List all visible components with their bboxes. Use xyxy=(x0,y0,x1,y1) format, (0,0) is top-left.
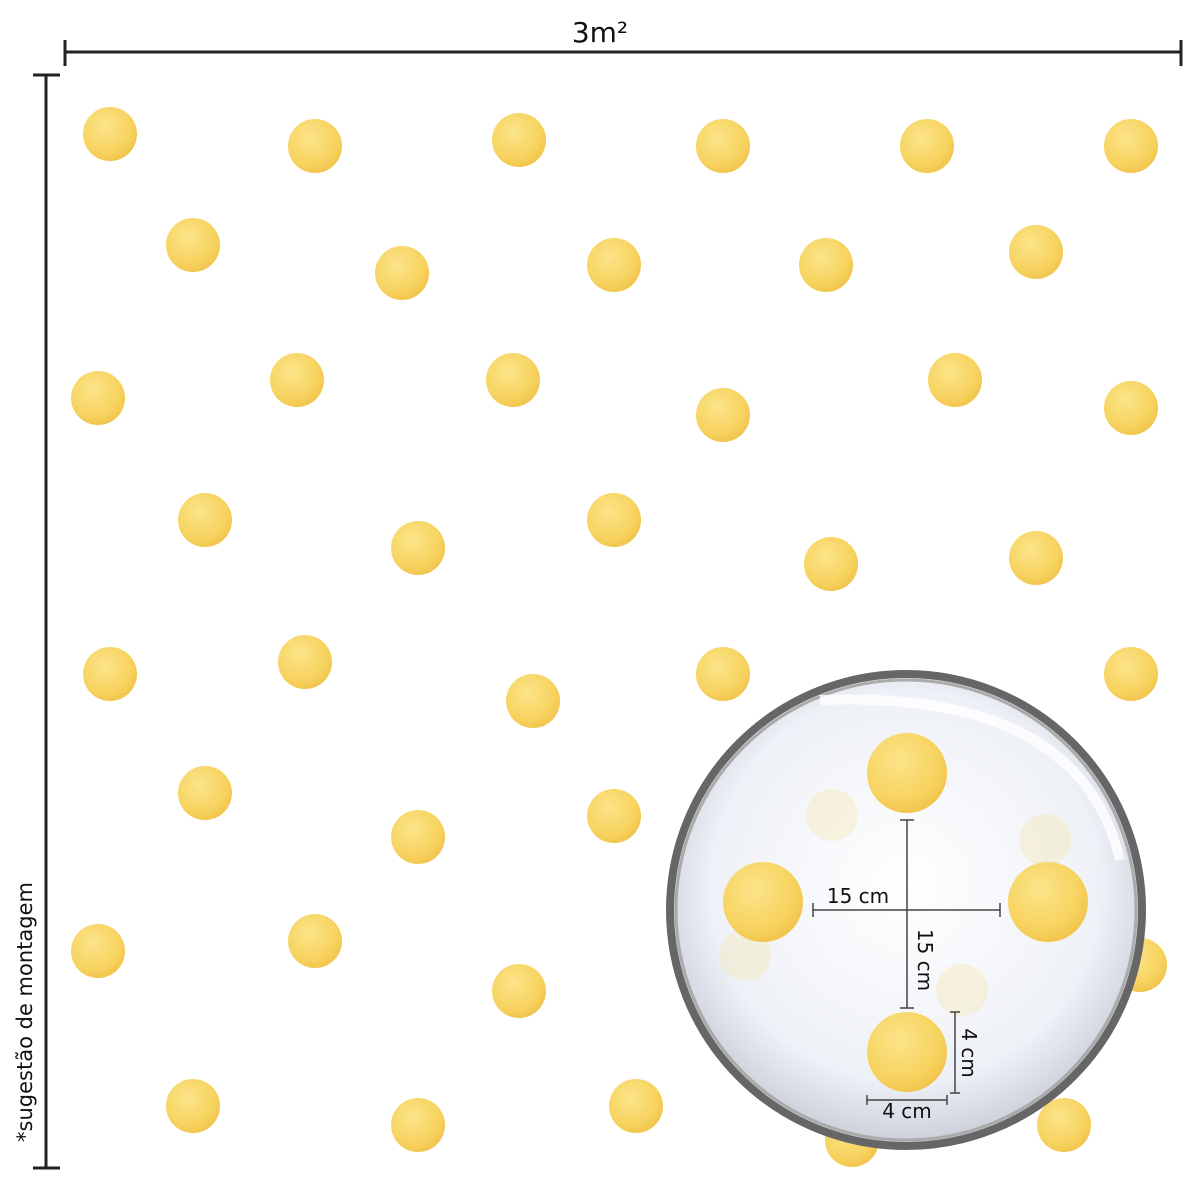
dot xyxy=(1009,225,1063,279)
dot xyxy=(587,493,641,547)
dot xyxy=(587,789,641,843)
top-dimension xyxy=(63,40,1183,66)
dot xyxy=(799,238,853,292)
dot xyxy=(492,964,546,1018)
dot xyxy=(492,113,546,167)
dot xyxy=(375,246,429,300)
magnifier: 15 cm 15 cm 4 cm 4 cm xyxy=(666,670,1146,1150)
polka-dots xyxy=(71,107,1167,1167)
dot xyxy=(391,810,445,864)
dot xyxy=(696,647,750,701)
dot xyxy=(804,537,858,591)
dot xyxy=(1037,1098,1091,1152)
dot xyxy=(178,766,232,820)
dot xyxy=(1104,119,1158,173)
dot xyxy=(270,353,324,407)
dot xyxy=(1104,381,1158,435)
dot xyxy=(166,1079,220,1133)
dot xyxy=(71,371,125,425)
dot xyxy=(696,388,750,442)
dot xyxy=(288,914,342,968)
dot xyxy=(391,1098,445,1152)
dot xyxy=(928,353,982,407)
dot xyxy=(288,119,342,173)
dot xyxy=(71,924,125,978)
vertical-spacing: 15 cm xyxy=(913,929,937,991)
dot xyxy=(83,647,137,701)
dot xyxy=(506,674,560,728)
dot xyxy=(178,493,232,547)
dot xyxy=(1009,531,1063,585)
side-dimension xyxy=(33,73,60,1170)
dot xyxy=(486,353,540,407)
dot xyxy=(391,521,445,575)
width-label: 3m² xyxy=(572,16,628,49)
dot xyxy=(900,119,954,173)
dot xyxy=(696,119,750,173)
dot xyxy=(587,238,641,292)
dot xyxy=(166,218,220,272)
horizontal-spacing: 15 cm xyxy=(827,884,889,908)
dot xyxy=(83,107,137,161)
side-note: *sugestão de montagem xyxy=(13,882,37,1142)
dot-height: 4 cm xyxy=(957,1028,981,1078)
dot xyxy=(278,635,332,689)
dot xyxy=(609,1079,663,1133)
dot xyxy=(1104,647,1158,701)
dot-width: 4 cm xyxy=(882,1099,932,1123)
